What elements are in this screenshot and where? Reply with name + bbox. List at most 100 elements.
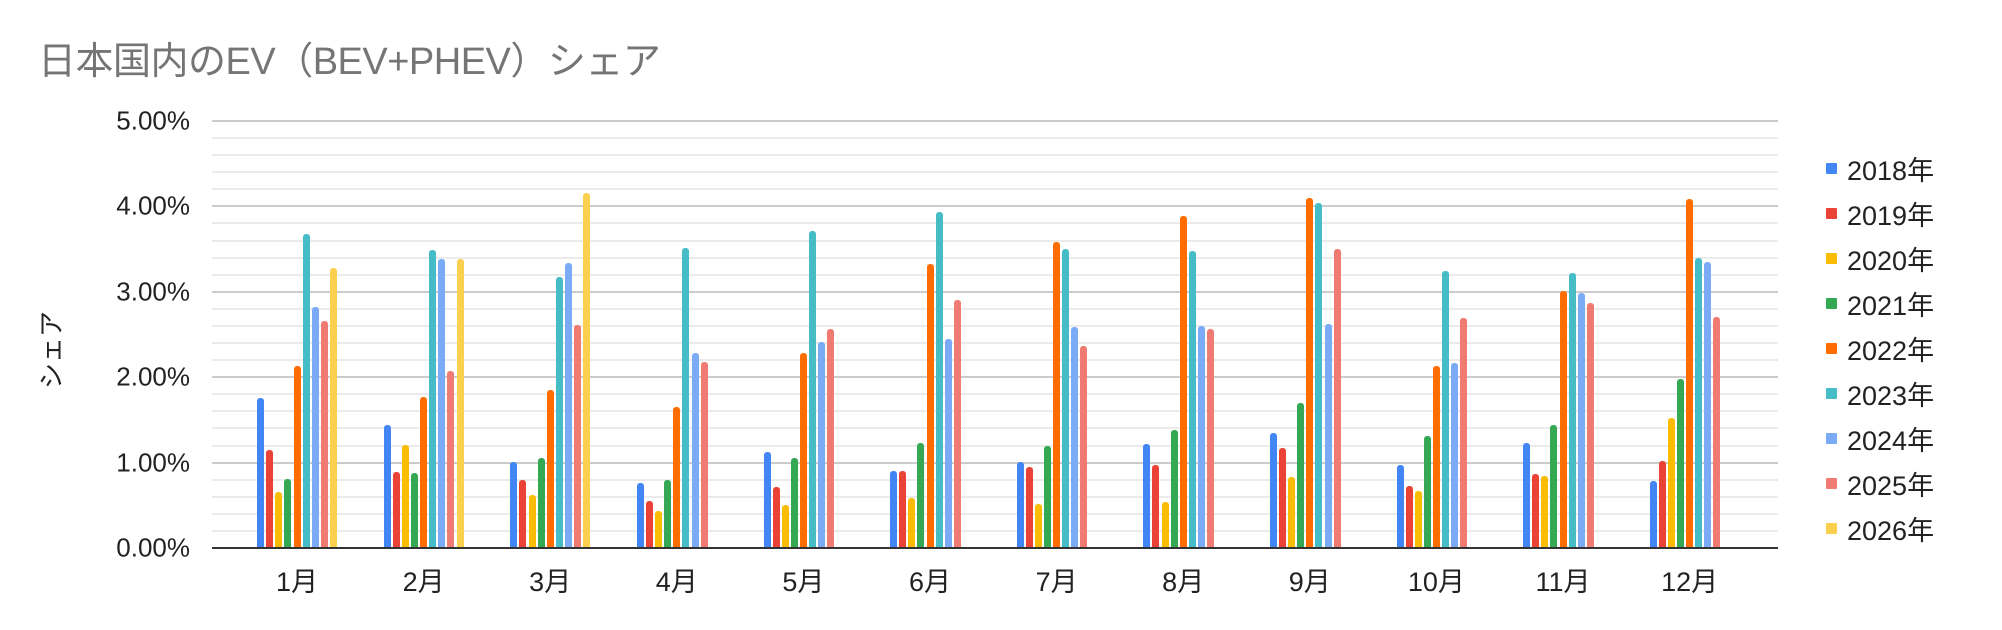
- bar: [890, 471, 898, 548]
- bar: [1016, 461, 1024, 548]
- bar: [447, 371, 455, 548]
- bar: [799, 353, 807, 548]
- bar: [1207, 329, 1214, 548]
- x-tick-label: 7月: [1035, 567, 1078, 597]
- bar: [1686, 198, 1694, 548]
- bar: [1315, 202, 1323, 548]
- bar: [781, 505, 789, 548]
- bar: [827, 329, 835, 548]
- bar: [564, 262, 572, 548]
- bar: [1713, 316, 1721, 548]
- legend-item: 2025年: [1826, 461, 1934, 506]
- major-gridline: [212, 120, 1778, 122]
- minor-gridline: [212, 393, 1778, 396]
- x-tick-label: 2月: [402, 567, 445, 597]
- bar: [275, 491, 283, 548]
- bar: [1677, 378, 1684, 548]
- bar: [682, 248, 690, 548]
- bar: [311, 307, 319, 548]
- minor-gridline: [212, 512, 1778, 515]
- legend-swatch-icon: [1826, 253, 1837, 264]
- legend-item: 2022年: [1826, 326, 1934, 371]
- bar: [1025, 466, 1033, 548]
- x-tick-label: 12月: [1661, 567, 1719, 597]
- bar: [555, 277, 563, 548]
- bar: [917, 442, 925, 548]
- legend-item: 2026年: [1826, 506, 1934, 551]
- bar: [420, 396, 428, 548]
- legend-swatch-icon: [1826, 343, 1837, 354]
- bar: [1161, 501, 1169, 548]
- bar: [392, 472, 400, 548]
- y-tick-label: 4.00%: [116, 190, 190, 221]
- y-tick-label: 2.00%: [116, 361, 190, 392]
- bar: [1297, 402, 1305, 548]
- bar: [284, 478, 292, 548]
- bar: [1550, 425, 1558, 548]
- legend-label: 2021年: [1847, 291, 1935, 321]
- y-tick-label: 0.00%: [116, 532, 190, 563]
- x-tick-label: 5月: [782, 567, 825, 597]
- legend-swatch-icon: [1826, 478, 1837, 489]
- bar: [908, 497, 916, 548]
- legend-swatch-icon: [1826, 523, 1837, 534]
- legend-item: 2021年: [1826, 281, 1934, 326]
- bar: [546, 390, 554, 548]
- bar: [1269, 432, 1277, 548]
- bar: [1288, 477, 1296, 548]
- minor-gridline: [212, 359, 1778, 362]
- minor-gridline: [212, 154, 1778, 157]
- bar: [1532, 473, 1540, 548]
- legend-item: 2020年: [1826, 236, 1934, 281]
- bar: [636, 483, 644, 548]
- legend-swatch-icon: [1826, 163, 1837, 174]
- minor-gridline: [212, 427, 1778, 430]
- major-gridline: [212, 205, 1778, 208]
- bar: [528, 495, 536, 548]
- legend-label: 2020年: [1847, 246, 1935, 276]
- bar: [583, 192, 591, 548]
- minor-gridline: [212, 444, 1778, 447]
- bar: [411, 472, 418, 548]
- bar: [383, 425, 391, 548]
- bar: [1667, 418, 1675, 548]
- bar: [1559, 290, 1567, 548]
- bar: [935, 211, 943, 548]
- x-tick-label: 8月: [1162, 567, 1205, 597]
- bar: [1179, 215, 1187, 548]
- bar: [700, 361, 708, 548]
- x-tick-label: 3月: [529, 567, 572, 597]
- minor-gridline: [212, 410, 1778, 413]
- legend-label: 2024年: [1847, 426, 1935, 456]
- bar: [1586, 302, 1594, 548]
- bar: [790, 458, 798, 548]
- bar: [1071, 326, 1079, 548]
- bar: [691, 353, 699, 548]
- minor-gridline: [212, 273, 1778, 276]
- y-axis-label: シェア: [36, 310, 67, 390]
- bar: [1442, 271, 1449, 548]
- bar: [401, 444, 409, 548]
- bar: [655, 511, 663, 548]
- x-tick-label: 1月: [275, 567, 319, 597]
- bar: [673, 407, 681, 548]
- legend-swatch-icon: [1826, 298, 1837, 309]
- bar: [302, 233, 310, 548]
- bar: [1695, 257, 1703, 548]
- minor-gridline: [212, 342, 1778, 345]
- bar: [763, 452, 771, 548]
- x-axis-line: [212, 547, 1778, 549]
- bar: [1053, 242, 1061, 548]
- bar: [429, 249, 437, 548]
- legend-item: 2018年: [1826, 146, 1934, 191]
- bar: [944, 338, 952, 548]
- bar: [664, 479, 672, 548]
- legend-label: 2026年: [1847, 516, 1935, 546]
- legend-item: 2024年: [1826, 416, 1934, 461]
- bar: [510, 461, 518, 548]
- major-gridline: [212, 376, 1778, 379]
- bar: [1432, 366, 1440, 548]
- minor-gridline: [212, 256, 1778, 259]
- bar: [329, 267, 337, 548]
- x-tick-label: 11月: [1535, 567, 1591, 597]
